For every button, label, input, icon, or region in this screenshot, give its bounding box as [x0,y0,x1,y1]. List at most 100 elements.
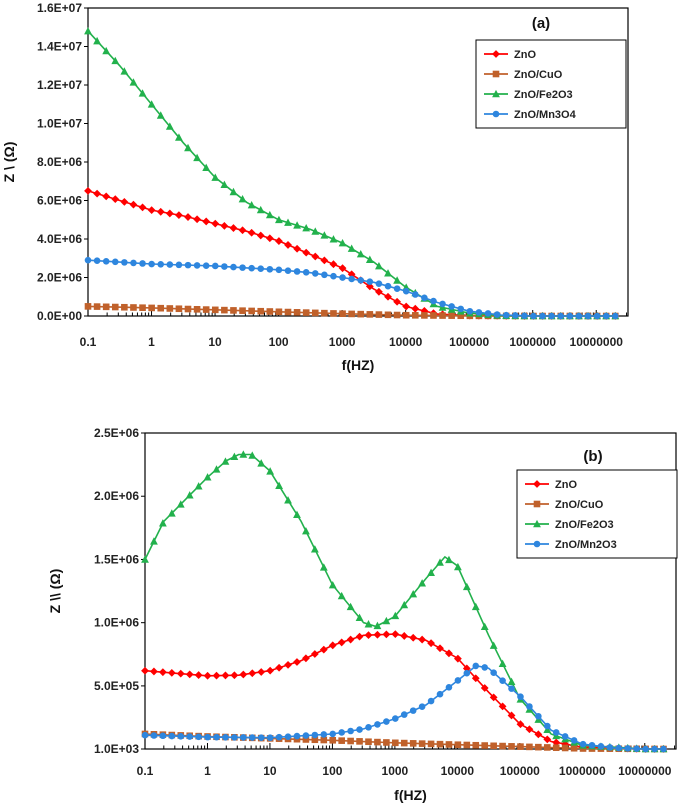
data-point-marker [463,741,471,749]
x-tick-label: 10 [208,335,222,349]
data-point-marker [275,663,283,672]
data-point-marker [248,307,255,315]
data-point-marker [229,187,238,196]
data-point-marker [203,473,212,481]
data-point-marker [462,664,471,673]
legend: ZnO ZnO/CuO ZnO/Fe2O3 ZnO/Mn2O3 [516,469,678,559]
data-point-marker [602,312,610,320]
data-point-marker [193,153,201,162]
data-point-marker [421,294,428,302]
data-point-marker [166,261,174,268]
data-point-marker [129,200,138,209]
data-point-marker [311,252,320,261]
data-point-marker [384,292,392,301]
plot-area-frame [144,432,677,750]
data-point-marker [230,307,237,314]
data-point-marker [293,221,301,229]
x-tick-label: 0.1 [80,335,97,349]
data-point-marker [275,733,283,741]
data-point-marker [436,558,444,566]
data-point-marker [275,481,283,490]
data-point-marker [284,308,292,316]
data-point-marker [490,669,497,677]
data-point-marker [472,662,480,670]
data-point-marker [320,231,329,239]
legend-label: ZnO/Fe2O3 [555,519,614,531]
data-point-marker [552,744,560,752]
data-point-marker [256,231,265,240]
data-point-marker [338,729,345,736]
data-point-marker [293,309,301,316]
data-point-marker [302,654,310,663]
legend-marker [533,480,541,488]
data-point-marker [319,563,328,571]
data-point-marker [193,262,201,269]
data-point-marker [229,224,238,232]
data-point-marker [166,305,174,312]
data-point-marker [320,731,328,738]
data-point-marker [329,730,337,738]
data-point-marker [471,602,480,611]
data-point-marker [427,740,435,748]
series-line [87,190,616,317]
data-point-marker [84,186,92,195]
data-point-marker [141,555,149,563]
data-point-marker [139,260,146,267]
data-point-marker [517,743,524,750]
data-point-marker [365,738,372,746]
data-point-marker [436,644,444,653]
data-point-marker [356,738,363,745]
data-point-marker [157,261,165,268]
data-point-marker [615,744,623,752]
data-point-marker [484,310,492,317]
data-point-marker [475,309,483,316]
data-point-marker [102,257,110,265]
data-point-marker [231,734,238,741]
data-point-marker [566,312,574,320]
data-point-marker [220,221,229,230]
data-point-marker [365,255,374,263]
series-zno [141,630,668,753]
data-point-marker [392,739,399,747]
data-point-marker [175,261,183,269]
data-point-marker [293,268,301,275]
data-point-marker [498,659,507,667]
data-point-marker [184,305,192,313]
data-point-marker [221,306,228,314]
data-point-marker [195,733,202,741]
data-point-marker [165,122,174,130]
data-point-marker [356,250,365,258]
data-point-marker [393,285,401,292]
data-point-marker [157,304,165,312]
data-point-marker [552,729,560,736]
legend: ZnO ZnO/CuO ZnO/Fe2O3 ZnO/Mn3O4 [475,39,627,129]
data-point-marker [366,311,374,318]
data-point-marker [579,740,587,748]
data-point-marker [310,545,319,553]
data-point-marker [311,227,320,235]
x-tick-label: 100 [269,335,289,349]
data-point-marker [375,280,383,287]
data-point-marker [502,311,510,319]
data-point-marker [462,582,471,591]
data-point-marker [338,264,347,273]
data-point-marker [375,261,383,270]
data-point-marker [311,731,319,739]
data-point-marker [293,510,301,519]
data-point-marker [121,259,128,266]
data-point-marker [93,257,101,265]
data-point-marker [284,267,292,274]
x-axis-title: f(HZ) [342,357,375,373]
data-point-marker [339,310,346,318]
x-tick-label: 1000 [329,335,356,349]
y-tick-label: 5.0E+05 [94,679,139,693]
data-point-marker [194,482,203,490]
data-point-marker [275,237,283,245]
data-point-marker [539,312,546,320]
data-point-marker [499,677,506,684]
data-point-marker [427,697,435,705]
data-point-marker [400,711,408,718]
data-point-marker [453,562,462,571]
data-point-marker [139,304,146,311]
data-point-marker [102,46,111,55]
